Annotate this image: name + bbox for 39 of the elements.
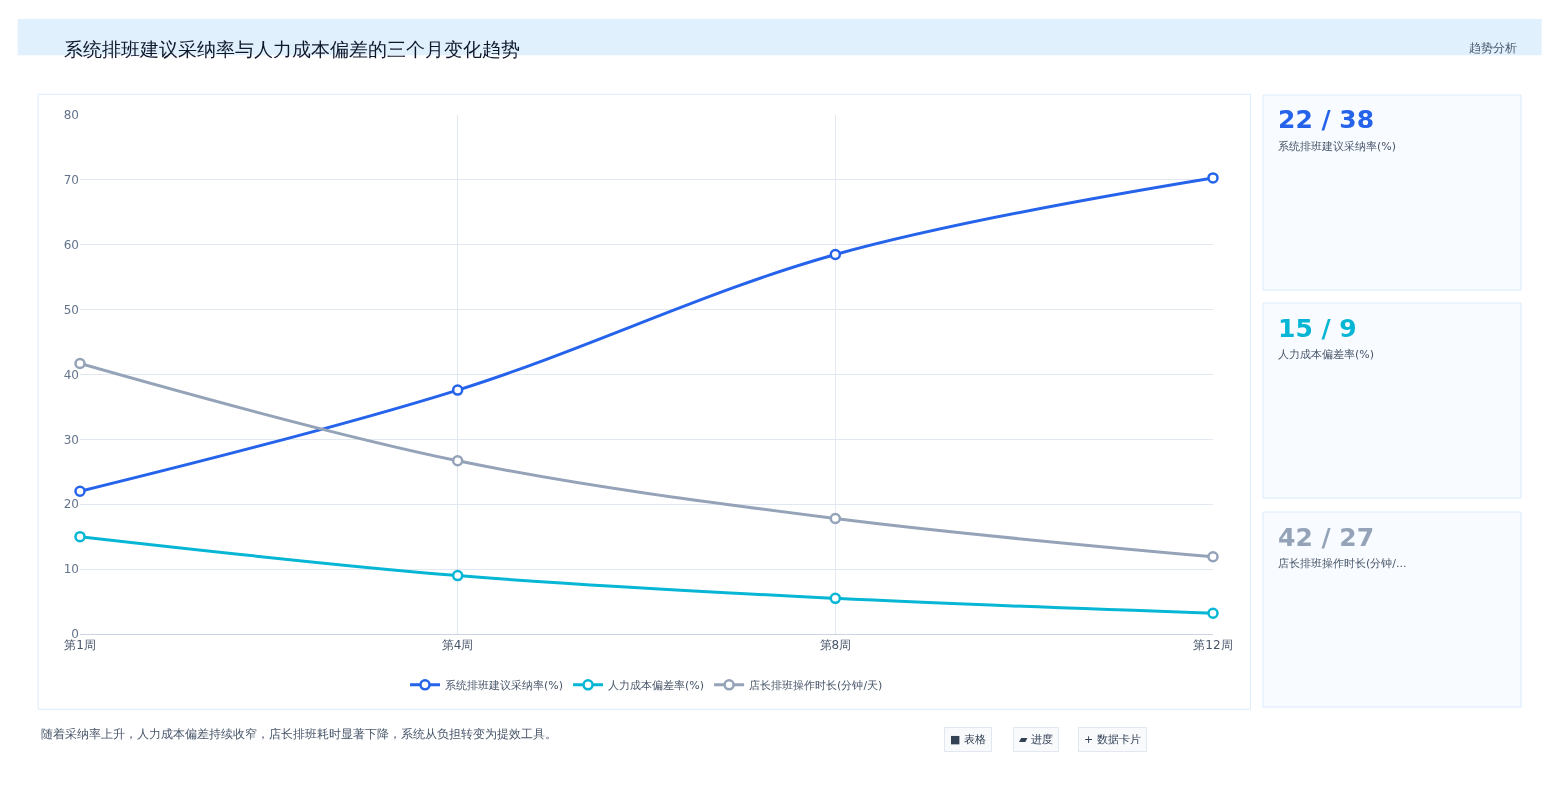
point — [451, 569, 464, 582]
y-tick-label: 50 — [63, 302, 79, 317]
x-tick-label: 第12周 — [1193, 638, 1233, 653]
text: 随着采纳率上升，人力成本偏差持续收窄，店长排班耗时显著下降，系统从负担转变为提效工具。 — [41, 727, 557, 741]
point — [74, 357, 86, 370]
y-tick-label: 40 — [63, 367, 79, 382]
point — [1207, 607, 1219, 619]
y-tick-label: 20 — [63, 497, 79, 512]
y-tick-label: 80 — [63, 108, 79, 123]
text: 店长排班操作时长(分钟/... — [1278, 557, 1407, 570]
y-tick-label: 60 — [63, 237, 79, 252]
text: 人力成本偏差率(%) — [1278, 348, 1375, 361]
point — [829, 592, 842, 605]
point — [829, 248, 842, 261]
text: 趋势分析 — [1469, 41, 1517, 55]
legend-label: 人力成本偏差率(%) — [608, 679, 705, 693]
text: 42 / 27 — [1278, 523, 1375, 552]
point — [829, 512, 842, 525]
text: 22 / 38 — [1278, 105, 1375, 134]
text: ▰ 进度 — [1019, 733, 1053, 746]
x-tick-label: 第4周 — [441, 638, 474, 653]
chart-title: 系统排班建议采纳率与人力成本偏差的三个月变化趋势 — [64, 38, 520, 60]
text: + 数据卡片 — [1084, 733, 1141, 746]
text: 系统排班建议采纳率(%) — [1278, 140, 1397, 153]
legend-label: 系统排班建议采纳率(%) — [445, 679, 564, 693]
x-tick-label: 第1周 — [64, 638, 96, 653]
point — [74, 530, 86, 543]
x-tick-label: 第8周 — [819, 638, 852, 653]
text: ■ 表格 — [950, 733, 986, 746]
legend-label: 店长排班操作时长(分钟/天) — [749, 679, 883, 693]
y-tick-label: 30 — [63, 432, 79, 447]
point — [1207, 172, 1219, 184]
point — [451, 455, 464, 467]
point — [451, 384, 464, 396]
y-tick-label: 70 — [63, 173, 79, 188]
y-tick-label: 10 — [63, 562, 79, 577]
point — [74, 485, 86, 498]
text: 15 / 9 — [1278, 314, 1357, 343]
point — [1207, 551, 1219, 563]
